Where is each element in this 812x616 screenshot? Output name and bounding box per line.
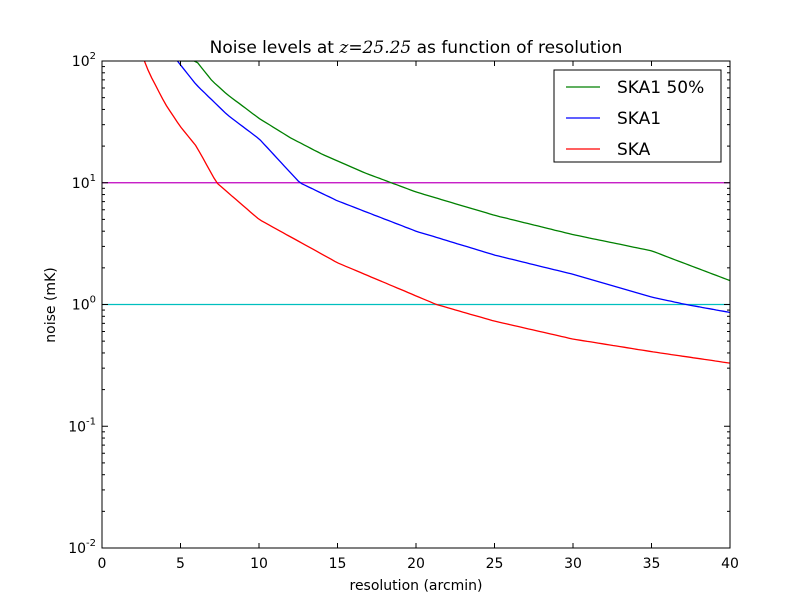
y-tick-label: 102 xyxy=(72,51,96,70)
series-line-ska1 xyxy=(176,61,730,314)
legend-label: SKA xyxy=(617,140,651,160)
y-axis-label: noise (mK) xyxy=(43,267,59,342)
x-tick-label: 15 xyxy=(329,556,347,572)
chart-title: Noise levels at z=25.25 as function of r… xyxy=(210,38,623,58)
legend-label: SKA1 50% xyxy=(617,78,704,98)
series-line-ska1-50 xyxy=(180,61,730,282)
legend: SKA1 50% SKA1 SKA xyxy=(553,69,722,163)
legend-box xyxy=(553,69,722,163)
x-tick-label: 20 xyxy=(407,556,425,572)
x-tick-label: 5 xyxy=(176,556,185,572)
x-tick-label: 25 xyxy=(486,556,504,572)
y-tick-label: 100 xyxy=(72,295,96,314)
reference-lines xyxy=(102,182,730,306)
x-tick-label: 40 xyxy=(721,556,739,572)
x-tick-label: 0 xyxy=(98,556,107,572)
x-axis-label: resolution (arcmin) xyxy=(350,578,483,594)
legend-label: SKA1 xyxy=(617,109,661,129)
series-lines xyxy=(143,61,730,364)
y-tick-label: 10-2 xyxy=(68,538,96,557)
series-line-ska xyxy=(143,61,730,364)
x-tick-label: 10 xyxy=(250,556,268,572)
x-tick-label: 30 xyxy=(564,556,582,572)
axis-ticks: 0 5 10 15 20 25 30 35 40 102 101 100 10-1 10-2 xyxy=(68,51,739,572)
x-tick-label: 35 xyxy=(643,556,661,572)
y-tick-label: 101 xyxy=(72,173,96,192)
y-tick-label: 10-1 xyxy=(68,416,96,435)
